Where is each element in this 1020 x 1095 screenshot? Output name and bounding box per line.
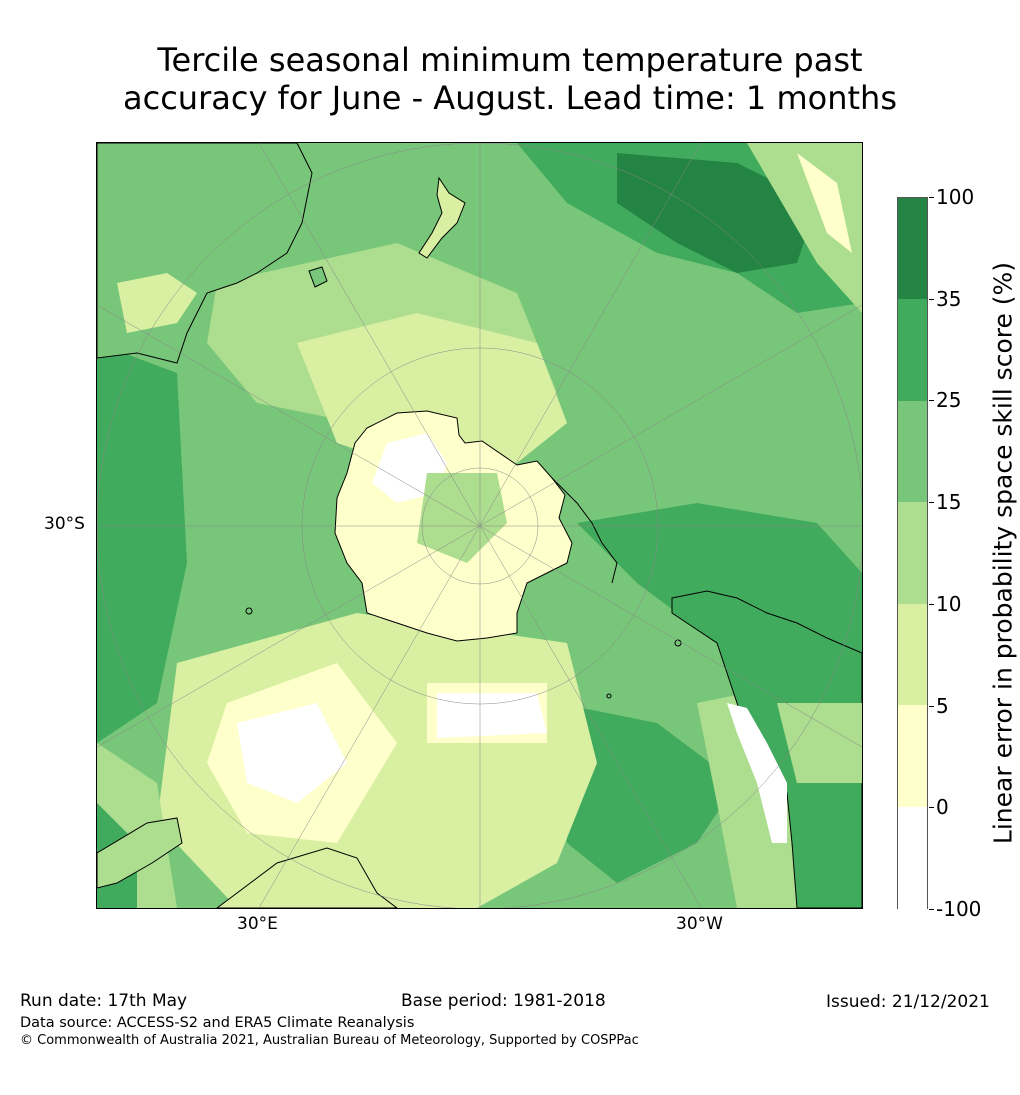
islands: [245, 607, 682, 699]
colorbar-tick-label: 35: [936, 286, 962, 311]
colorbar-title: Linear error in probability space skill …: [988, 261, 1018, 845]
graticule: [97, 143, 862, 908]
region-west: [97, 343, 187, 743]
region-neg-sw: [237, 703, 347, 803]
lon-label-30w: 30°W: [676, 914, 723, 934]
title-line-1: Tercile seasonal minimum temperature pas…: [157, 41, 863, 79]
colorbar-tick: [929, 705, 934, 707]
south-america-neg-area: [727, 703, 787, 843]
colorbar-tick: [929, 502, 934, 504]
polar-map: [96, 142, 863, 909]
copyright: © Commonwealth of Australia 2021, Austra…: [20, 1033, 639, 1048]
colorbar-tick: [929, 909, 934, 910]
colorbar-tick: [929, 603, 934, 605]
island-south-georgia: [606, 693, 612, 699]
madagascar: [97, 817, 183, 889]
colorbar: [897, 197, 928, 909]
southern-africa-landmass: [216, 847, 398, 908]
meridian-60w: [97, 304, 862, 748]
colorbar-tick-label: 5: [936, 693, 949, 718]
south-america: [671, 590, 862, 908]
region-south-east: [557, 703, 737, 883]
chart-title: Tercile seasonal minimum temperature pas…: [0, 41, 1020, 117]
issued-date: Issued: 21/12/2021: [826, 992, 990, 1012]
colorbar-tick-label: 100: [936, 185, 975, 209]
colorbar-tick-label: -100: [936, 897, 982, 921]
lat-label-30s: 30°S: [44, 514, 85, 534]
colorbar-bin: [898, 198, 927, 300]
colorbar-bin: [898, 705, 927, 808]
antarctica-pole-area: [417, 473, 507, 563]
antarctic-peninsula: [551, 477, 618, 584]
colorbar-tick: [929, 197, 934, 198]
region-neg-s: [437, 693, 547, 738]
island-falklands: [674, 639, 682, 647]
colorbar-bin: [898, 400, 927, 503]
region-ne-low: [797, 153, 852, 253]
colorbar-tick: [929, 807, 934, 809]
south-america-east: [777, 703, 862, 783]
lon-label-30e: 30°E: [237, 914, 278, 934]
colorbar-bin: [898, 603, 927, 706]
map-svg: [97, 143, 862, 908]
title-line-2: accuracy for June - August. Lead time: 1…: [123, 79, 897, 117]
colorbar-tick-label: 25: [936, 388, 962, 413]
colorbar-bin: [898, 806, 927, 909]
colorbar-tick-label: 10: [936, 591, 962, 616]
australia-south-coast: [117, 273, 197, 333]
colorbar-tick-label: 15: [936, 490, 962, 515]
tasmania: [308, 266, 328, 288]
new-zealand: [418, 176, 466, 259]
island-kerguelen: [245, 607, 253, 615]
colorbar-tick-label: 0: [936, 795, 949, 820]
colorbar-bin: [898, 299, 927, 402]
skill-regions: [97, 143, 862, 908]
colorbar-tick: [929, 298, 934, 300]
run-date: Run date: 17th May: [20, 991, 188, 1011]
base-period: Base period: 1981-2018: [401, 991, 606, 1011]
data-source: Data source: ACCESS-S2 and ERA5 Climate …: [20, 1015, 415, 1031]
southern-africa: [97, 817, 398, 908]
colorbar-tick: [929, 400, 934, 402]
colorbar-bin: [898, 502, 927, 605]
region-highest-north: [617, 153, 817, 273]
australasia: [97, 143, 466, 364]
